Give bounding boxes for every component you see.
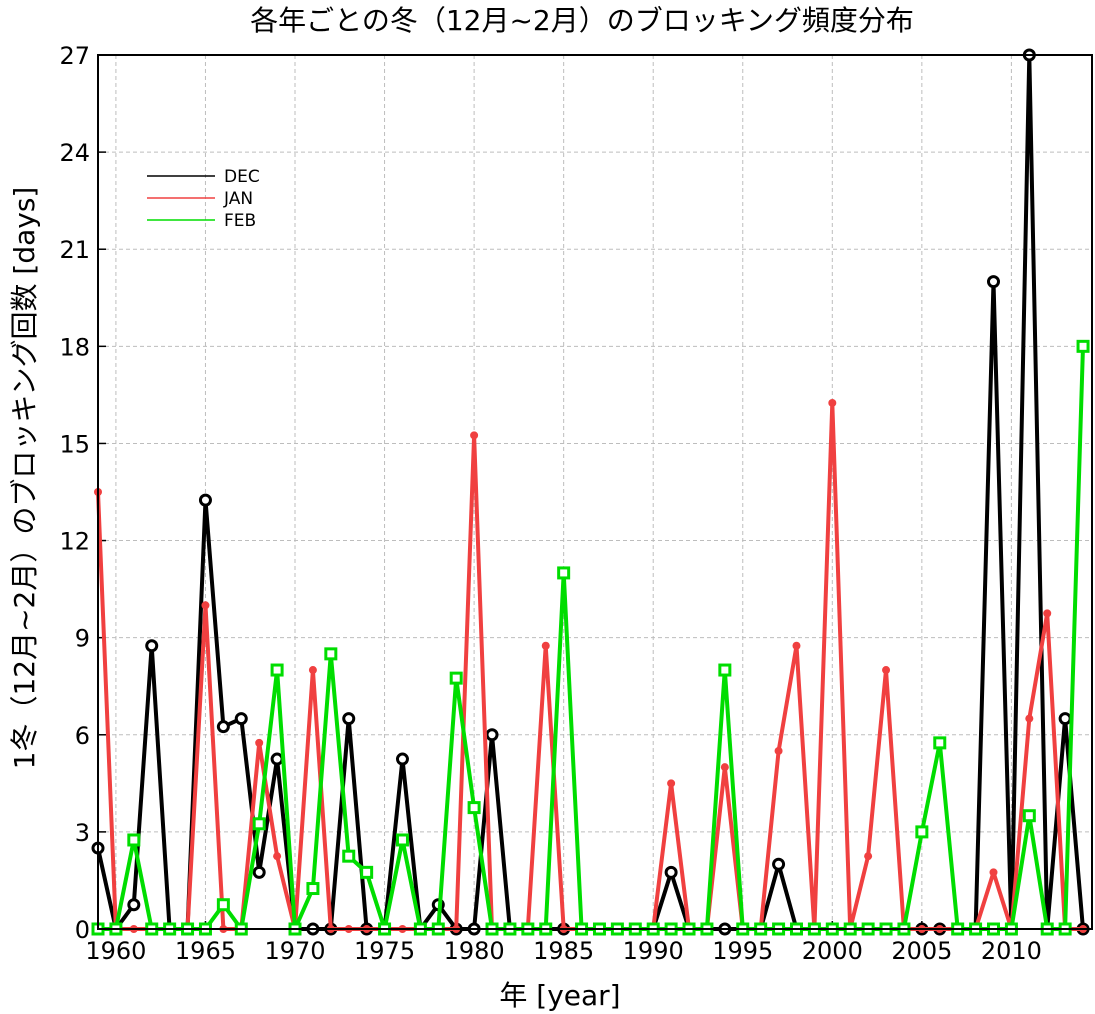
data-point bbox=[720, 763, 729, 772]
y-tick-label: 6 bbox=[75, 722, 90, 750]
data-point bbox=[270, 663, 284, 677]
x-tick-label: 1970 bbox=[264, 937, 325, 965]
data-point bbox=[252, 865, 266, 879]
data-point bbox=[667, 779, 676, 788]
data-point bbox=[198, 493, 212, 507]
data-point bbox=[1076, 339, 1090, 353]
data-point bbox=[1025, 714, 1034, 723]
data-point bbox=[342, 849, 356, 863]
y-tick-labels: 0 3 6 9 12 15 18 21 24 27 bbox=[59, 42, 90, 944]
data-point bbox=[127, 898, 141, 912]
data-point bbox=[933, 736, 947, 750]
x-tick-label: 1975 bbox=[354, 937, 415, 965]
data-point bbox=[449, 671, 463, 685]
x-axis-label: 年 [year] bbox=[499, 979, 620, 1012]
data-point bbox=[882, 666, 891, 675]
y-tick-label: 12 bbox=[59, 528, 90, 556]
data-point bbox=[216, 898, 230, 912]
y-tick-label: 15 bbox=[59, 430, 90, 458]
data-point bbox=[252, 817, 266, 831]
x-tick-label: 2010 bbox=[981, 937, 1042, 965]
data-point bbox=[308, 666, 317, 675]
y-tick-label: 0 bbox=[75, 916, 90, 944]
data-point bbox=[1043, 609, 1052, 618]
legend-label-jan: JAN bbox=[223, 189, 253, 209]
data-point bbox=[270, 752, 284, 766]
data-point bbox=[986, 275, 1000, 289]
data-point bbox=[718, 663, 732, 677]
x-tick-label: 2005 bbox=[891, 937, 952, 965]
data-point bbox=[864, 852, 873, 861]
legend-label-dec: DEC bbox=[224, 167, 260, 187]
chart-title: 各年ごとの冬（12月~2月）のブロッキング頻度分布 bbox=[250, 4, 914, 37]
x-tick-label: 1985 bbox=[533, 937, 594, 965]
data-point bbox=[1058, 712, 1072, 726]
data-point bbox=[255, 738, 264, 747]
data-point bbox=[306, 882, 320, 896]
data-point bbox=[485, 728, 499, 742]
data-point bbox=[664, 865, 678, 879]
x-tick-label: 1965 bbox=[175, 937, 236, 965]
y-tick-label: 27 bbox=[59, 42, 90, 70]
data-point bbox=[273, 852, 282, 861]
data-point bbox=[234, 712, 248, 726]
series-jan bbox=[94, 398, 1088, 933]
x-tick-labels: 1960 1965 1970 1975 1980 1985 1990 1995 2000 2005… bbox=[85, 937, 1042, 965]
data-point bbox=[395, 752, 409, 766]
data-point bbox=[395, 833, 409, 847]
y-tick-label: 21 bbox=[59, 236, 90, 264]
plot-frame bbox=[97, 54, 1093, 930]
legend-label-feb: FEB bbox=[224, 211, 256, 231]
data-point bbox=[467, 801, 481, 815]
data-point bbox=[360, 865, 374, 879]
data-point bbox=[324, 647, 338, 661]
data-point bbox=[774, 746, 783, 755]
x-tick-label: 1990 bbox=[623, 937, 684, 965]
data-point bbox=[145, 639, 159, 653]
data-point bbox=[470, 431, 479, 440]
data-point bbox=[989, 868, 998, 877]
data-point bbox=[792, 641, 801, 650]
series-line-jan bbox=[96, 401, 1083, 931]
y-axis-label: 1冬（12月~2月）のブロッキング回数 [days] bbox=[8, 187, 41, 770]
x-tick-label: 1995 bbox=[712, 937, 773, 965]
y-tick-label: 24 bbox=[59, 139, 90, 167]
data-point bbox=[127, 833, 141, 847]
data-point bbox=[1022, 809, 1036, 823]
y-tick-label: 18 bbox=[59, 333, 90, 361]
data-point bbox=[201, 601, 210, 610]
grid bbox=[98, 54, 1092, 930]
y-tick-label: 9 bbox=[75, 625, 90, 653]
data-point bbox=[828, 398, 837, 407]
data-point bbox=[216, 720, 230, 734]
data-point bbox=[342, 712, 356, 726]
y-tick-label: 3 bbox=[75, 819, 90, 847]
data-point bbox=[541, 641, 550, 650]
x-tick-label: 1960 bbox=[85, 937, 146, 965]
data-point bbox=[772, 857, 786, 871]
x-tick-label: 1980 bbox=[444, 937, 505, 965]
data-point bbox=[915, 825, 929, 839]
data-point bbox=[557, 566, 571, 580]
x-tick-label: 2000 bbox=[802, 937, 863, 965]
